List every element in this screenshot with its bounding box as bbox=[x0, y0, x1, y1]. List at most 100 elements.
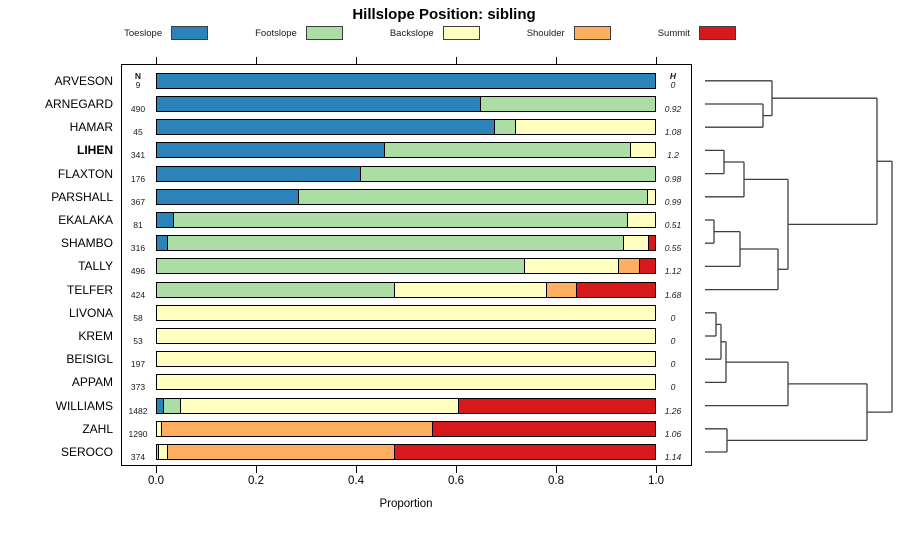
h-value: 0.51 bbox=[664, 220, 682, 230]
row-label: FLAXTON bbox=[57, 166, 113, 181]
legend-swatch-summit bbox=[698, 26, 736, 40]
bar-segment-backslope bbox=[622, 235, 649, 252]
bar-segment-backslope bbox=[629, 142, 656, 159]
n-value: 53 bbox=[133, 336, 143, 346]
row-label: TALLY bbox=[78, 259, 113, 274]
legend-item-backslope: Backslope bbox=[390, 26, 480, 40]
n-value: 316 bbox=[130, 243, 146, 254]
row-label: EKALAKA bbox=[58, 213, 113, 227]
legend-item-toeslope: Toeslope bbox=[124, 26, 209, 40]
x-tick-top bbox=[256, 57, 258, 64]
bar-segment-footslope bbox=[156, 258, 525, 275]
bar-segment-footslope bbox=[479, 96, 656, 112]
n-value: 341 bbox=[130, 150, 146, 161]
x-tick-label: 1.0 bbox=[648, 475, 664, 487]
n-value: 373 bbox=[130, 382, 146, 393]
bar-segment-toeslope bbox=[156, 96, 481, 112]
h-value: 1.12 bbox=[664, 266, 682, 277]
bar-segment-summit bbox=[639, 258, 656, 275]
h-value: 0.99 bbox=[664, 196, 682, 207]
x-tick-top bbox=[556, 57, 558, 64]
bar-segment-toeslope bbox=[156, 142, 385, 159]
n-value: 58 bbox=[133, 312, 143, 323]
legend-item-summit: Summit bbox=[658, 26, 736, 40]
n-value: 374 bbox=[130, 452, 146, 462]
row-label: ARVESON bbox=[54, 73, 113, 88]
bar-segment-backslope bbox=[627, 212, 656, 228]
h-value: 1.08 bbox=[664, 127, 682, 138]
n-value: 367 bbox=[130, 196, 146, 207]
bar-segment-toeslope bbox=[156, 72, 656, 89]
row-label: BEISIGL bbox=[66, 352, 113, 367]
x-tick-label: 0.8 bbox=[548, 475, 564, 487]
legend-swatch-toeslope bbox=[171, 26, 209, 40]
bar-segment-backslope bbox=[180, 397, 459, 414]
x-tick bbox=[356, 466, 358, 473]
dendrogram bbox=[705, 80, 893, 453]
n-value: 176 bbox=[130, 173, 146, 184]
row-label: ARNEGARD bbox=[44, 97, 113, 111]
bar-segment-backslope bbox=[646, 188, 656, 205]
row-label: WILLIAMS bbox=[55, 398, 113, 413]
bar-segment-backslope bbox=[523, 258, 619, 275]
bar-segment-footslope bbox=[359, 165, 656, 182]
legend-label: Summit bbox=[657, 27, 690, 39]
h-value: 1.26 bbox=[664, 405, 682, 416]
n-value: 424 bbox=[130, 289, 146, 300]
h-column-header: H bbox=[669, 70, 677, 81]
bar-segment-shoulder bbox=[166, 444, 395, 460]
bar-segment-backslope bbox=[156, 304, 656, 321]
legend-swatch-backslope bbox=[442, 26, 480, 40]
h-value: 0.92 bbox=[664, 104, 682, 114]
h-value: 0 bbox=[670, 382, 676, 393]
bar-segment-footslope bbox=[172, 212, 629, 228]
legend: Toeslope Footslope Backslope Shoulder Summit bbox=[0, 26, 860, 40]
n-value: 1482 bbox=[128, 405, 148, 416]
n-value: 490 bbox=[130, 104, 146, 114]
n-value: 496 bbox=[130, 266, 146, 277]
x-tick-top bbox=[656, 57, 658, 64]
n-column-header: N bbox=[134, 70, 142, 81]
bar-segment-footslope bbox=[156, 281, 395, 298]
n-value: 45 bbox=[133, 127, 143, 138]
bar-segment-backslope bbox=[156, 351, 656, 368]
n-value: 81 bbox=[133, 220, 143, 230]
row-label: KREM bbox=[78, 329, 113, 343]
x-axis-title: Proportion bbox=[379, 498, 433, 510]
x-tick-label: 0.2 bbox=[248, 475, 264, 487]
x-tick-top bbox=[356, 57, 358, 64]
bar-segment-summit bbox=[647, 235, 656, 252]
h-value: 1.06 bbox=[664, 428, 682, 439]
h-value: 0 bbox=[670, 312, 676, 323]
legend-label: Footslope bbox=[255, 27, 297, 39]
bar-segment-footslope bbox=[383, 142, 631, 159]
h-value: 1.2 bbox=[667, 150, 679, 161]
bar-segment-summit bbox=[457, 397, 656, 414]
bar-segment-footslope bbox=[297, 188, 648, 205]
legend-label: Backslope bbox=[389, 27, 434, 39]
h-value: 0 bbox=[670, 79, 676, 90]
bar-segment-summit bbox=[575, 281, 656, 298]
x-tick bbox=[556, 466, 558, 473]
bar-segment-toeslope bbox=[156, 165, 361, 182]
h-value: 0.98 bbox=[664, 173, 682, 184]
h-value: 0.55 bbox=[664, 243, 682, 254]
bar-segment-toeslope bbox=[156, 119, 495, 136]
h-value: 1.68 bbox=[664, 289, 682, 300]
bar-segment-shoulder bbox=[545, 281, 577, 298]
x-tick-label: 0.0 bbox=[148, 475, 164, 487]
row-label: SHAMBO bbox=[60, 236, 113, 251]
n-value: 9 bbox=[135, 79, 141, 90]
n-value: 197 bbox=[130, 359, 146, 370]
bar-segment-footslope bbox=[493, 119, 516, 136]
x-tick-label: 0.4 bbox=[348, 475, 364, 487]
legend-swatch-footslope bbox=[305, 26, 343, 40]
legend-label: Shoulder bbox=[526, 27, 565, 39]
legend-swatch-shoulder bbox=[573, 26, 611, 40]
bar-segment-footslope bbox=[166, 235, 624, 252]
x-tick bbox=[656, 466, 658, 473]
x-tick bbox=[256, 466, 258, 473]
h-value: 0 bbox=[670, 336, 676, 346]
